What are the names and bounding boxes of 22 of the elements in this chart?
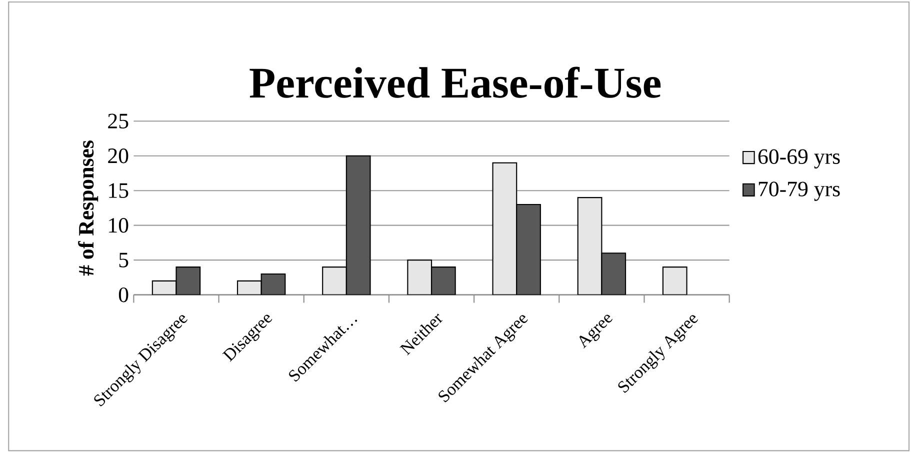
bar xyxy=(430,266,456,295)
legend-label: 60-69 yrs xyxy=(758,149,840,169)
bar xyxy=(238,281,262,295)
bar xyxy=(662,266,688,295)
legend-label: 70-79 yrs xyxy=(758,182,840,202)
bar xyxy=(322,266,347,295)
chart-title: Perceived Ease-of-Use xyxy=(250,66,661,98)
y-tick-label: 5 xyxy=(119,252,128,268)
y-tick-label: 10 xyxy=(109,218,128,233)
bar xyxy=(492,162,518,295)
y-tick-label: 25 xyxy=(108,114,128,129)
bar xyxy=(407,260,432,295)
y-tick-label: 15 xyxy=(109,183,128,198)
bar xyxy=(176,266,201,295)
bar xyxy=(601,252,626,295)
bar xyxy=(516,204,541,295)
bar xyxy=(577,197,602,295)
bar xyxy=(346,155,371,295)
y-tick-label: 20 xyxy=(108,148,128,164)
bar xyxy=(260,274,286,295)
y-tick-label: 0 xyxy=(118,288,128,302)
y-axis-title: # of Responses xyxy=(78,140,98,276)
